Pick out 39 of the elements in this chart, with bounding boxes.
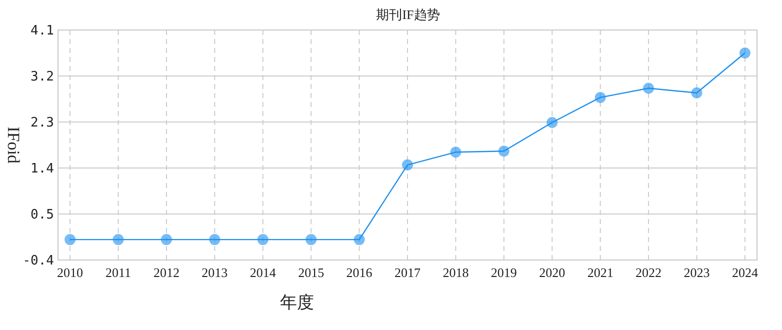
point [691, 87, 702, 98]
point [402, 159, 413, 170]
x-tick-label: 2022 [636, 265, 662, 280]
x-axis-title: 年度 [280, 293, 314, 312]
chart-title: 期刊IF趋势 [376, 7, 440, 22]
point [209, 234, 220, 246]
x-tick-label: 2010 [57, 265, 84, 280]
y-tick-label: 3.2 [30, 70, 54, 85]
point [450, 146, 462, 158]
point [546, 117, 558, 128]
x-tick-label: 2017 [394, 265, 421, 280]
x-tick-label: 2023 [684, 265, 710, 280]
x-tick-label: 2019 [490, 265, 517, 280]
point [594, 92, 606, 103]
y-tick-label: -0.4 [22, 254, 54, 269]
point [112, 234, 124, 246]
x-tick-label: 2021 [587, 265, 614, 280]
x-tick-label: 2016 [346, 265, 373, 280]
y-tick-label: 1.4 [30, 162, 54, 177]
x-tick-label: 2012 [153, 265, 180, 280]
x-tick-label: 2014 [250, 265, 276, 280]
y-tick-label: 0.5 [30, 208, 54, 223]
point [64, 234, 76, 246]
point [354, 234, 365, 246]
x-tick-label: 2024 [732, 265, 758, 280]
point [739, 48, 750, 58]
point [498, 146, 510, 157]
y-tick-label: 2.3 [30, 116, 54, 131]
x-tick-label: 2015 [298, 265, 324, 280]
x-tick-label: 2018 [442, 265, 469, 280]
x-tick-label: 2020 [539, 265, 566, 280]
point [306, 234, 317, 246]
y-axis-title: IFoid [4, 126, 23, 164]
point [160, 234, 172, 246]
x-tick-label: 2013 [202, 265, 228, 280]
x-tick-label: 2011 [105, 265, 132, 280]
point [257, 234, 268, 246]
y-tick-label: 4.1 [30, 24, 54, 39]
point [643, 82, 654, 94]
